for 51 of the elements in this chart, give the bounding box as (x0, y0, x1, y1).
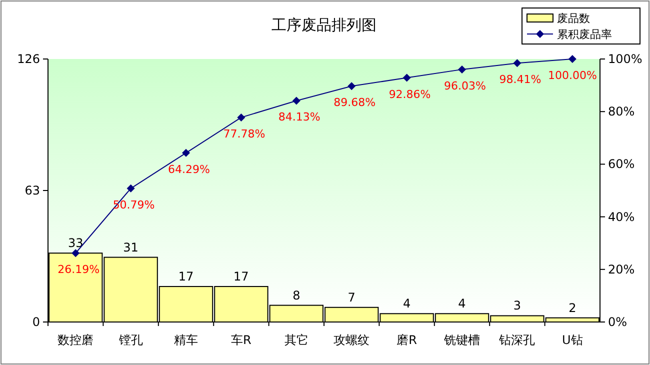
data-label: 8 (292, 288, 300, 302)
data-label: 89.68% (334, 96, 376, 110)
y2-tick-label: 0% (608, 315, 628, 329)
data-label: 17 (234, 270, 249, 284)
x-tick-label: 钻深孔 (498, 333, 536, 347)
data-label: 96.03% (444, 79, 486, 92)
point (513, 59, 522, 68)
point (458, 65, 466, 74)
data-label: 64.29% (168, 162, 210, 176)
data-label: 7 (348, 290, 356, 304)
x-tick-label: 精车 (174, 333, 198, 347)
y2-tick-label: 20% (608, 262, 635, 276)
x-tick-label: U钻 (562, 333, 583, 347)
point (348, 82, 356, 90)
point (237, 113, 246, 122)
legend-label: 累积废品率 (557, 28, 612, 41)
data-label: 31 (123, 240, 138, 254)
data-label: 100.00% (548, 69, 597, 82)
data-label: 77.78% (223, 127, 266, 140)
chart-title: 工序废品排列图 (272, 16, 376, 34)
y2-tick-label: 40% (608, 210, 635, 224)
point (402, 74, 411, 82)
data-label: 33 (68, 236, 84, 250)
x-tick-label: 数控磨 (58, 333, 94, 347)
x-tick-label: 攻螺纹 (334, 333, 370, 347)
x-tick-label: 其它 (284, 333, 308, 347)
data-label: 4 (402, 296, 411, 311)
point (568, 55, 576, 63)
y2-tick-label: 100% (608, 52, 642, 66)
y-tick-label: 63 (24, 184, 40, 198)
y2-tick-label: 60% (608, 157, 635, 172)
x-tick-label: 铣键槽 (443, 333, 480, 347)
data-label: 92.86% (388, 88, 431, 101)
point (126, 184, 135, 192)
legend-label: 废品数 (557, 12, 590, 25)
point (292, 96, 300, 105)
y2-tick-label: 80% (608, 104, 635, 119)
y-tick-label: 126 (17, 52, 40, 66)
point (72, 249, 80, 258)
data-label: 26.19% (58, 263, 100, 276)
data-label: 3 (513, 298, 522, 313)
data-label: 2 (568, 300, 576, 315)
data-label: 98.41% (499, 73, 542, 86)
point (182, 148, 190, 157)
data-label: 84.13% (278, 110, 320, 124)
data-label: 17 (178, 270, 194, 284)
x-tick-label: 磨R (396, 333, 417, 347)
data-label: 4 (458, 296, 466, 311)
x-tick-label: 镗孔 (118, 333, 143, 347)
x-tick-label: 车R (231, 333, 252, 347)
y-tick-label: 0 (32, 315, 40, 329)
